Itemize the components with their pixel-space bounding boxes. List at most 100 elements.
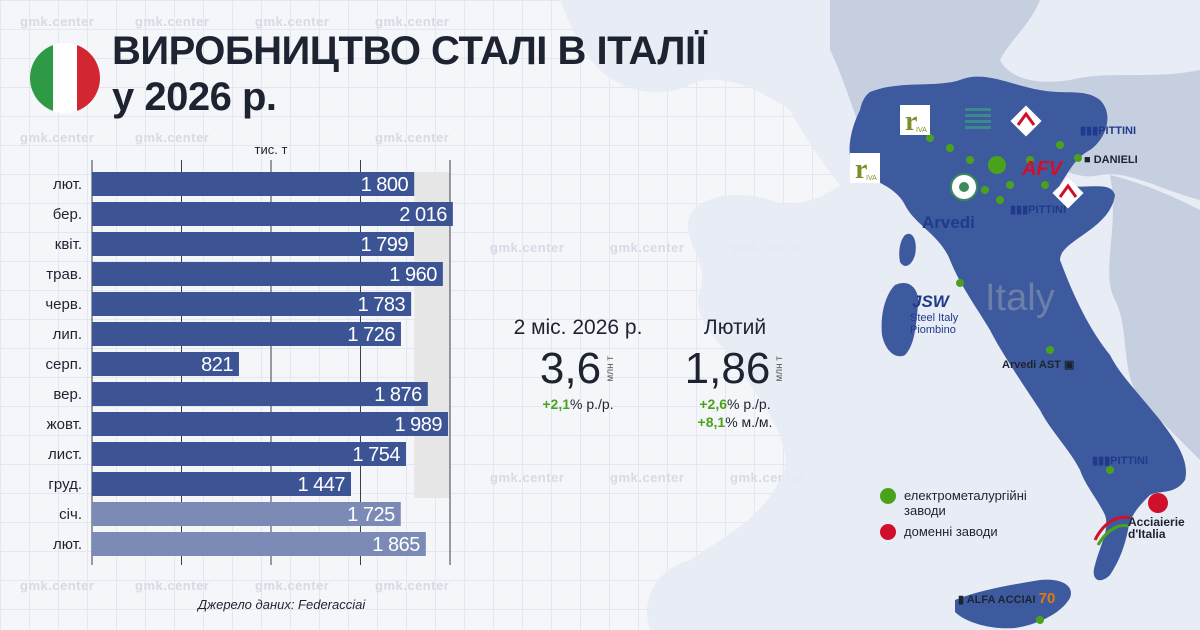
watermark: gmk.center (610, 470, 685, 485)
chart-bar (92, 442, 406, 466)
plant-label: AFV (1022, 158, 1062, 180)
chart-bar (92, 412, 449, 436)
chart-category-label: черв. (45, 296, 82, 313)
plant-label: ▮ ALFA ACCIAI 70 (958, 590, 1056, 607)
chart-category-label: серп. (46, 356, 82, 373)
chart-category-label: лип. (53, 326, 82, 343)
chart-category-label: жовт. (47, 416, 82, 433)
chart-category-label: лют. (53, 536, 82, 553)
chart-unit-label: тис. т (255, 142, 288, 157)
chart-category-label: бер. (53, 206, 82, 223)
chart-bar (92, 262, 443, 286)
chart-category-label: лют. (53, 176, 82, 193)
chart-value-label: 1 726 (347, 324, 395, 346)
plant-label: ■ DANIELI (1084, 154, 1138, 166)
watermark: gmk.center (135, 578, 210, 593)
watermark: gmk.center (490, 470, 565, 485)
chart-value-label: 1 799 (360, 234, 408, 256)
legend-bf-dot (880, 524, 896, 540)
bf-plant-dot (1148, 493, 1168, 513)
svg-text:IVA: IVA (866, 175, 877, 182)
arvedi-emblem (950, 173, 978, 201)
plant-label: Steel Italy (910, 312, 959, 324)
chart-bar (92, 532, 426, 556)
sicily (955, 579, 1071, 629)
chart-bar (92, 352, 239, 376)
page-title: ВИРОБНИЦТВО СТАЛІ В ІТАЛІЇ у 2026 р. (112, 28, 707, 120)
data-source: Джерело даних: Federacciai (198, 597, 366, 612)
watermark: gmk.center (20, 130, 95, 145)
chart-value-label: 1 960 (389, 264, 437, 286)
chart-value-label: 1 800 (361, 174, 409, 196)
italy-mainland (849, 76, 1186, 581)
chart-bar (92, 232, 415, 256)
eaf-plant-dots (926, 134, 1114, 624)
riva-logo: r IVA (900, 105, 930, 137)
chart-value-label: 1 865 (372, 534, 420, 556)
watermark: gmk.center (135, 130, 210, 145)
legend-eaf-label: електрометалургійні заводи (904, 488, 1027, 518)
plant-label: ▮▮▮PITTINI (1080, 125, 1137, 137)
chart-value-label: 1 754 (352, 444, 400, 466)
chart-bar (92, 382, 428, 406)
riva-logo: r IVA (850, 153, 880, 185)
title-line-2: у 2026 р. (112, 75, 277, 119)
plant-label: Arvedi AST ▣ (1002, 359, 1075, 371)
watermark: gmk.center (135, 14, 210, 29)
chart-value-label: 821 (201, 354, 233, 376)
plant-label: Acciaierie d'Italia (1128, 515, 1185, 541)
balkans-region (1109, 175, 1200, 460)
title-line-1: ВИРОБНИЦТВО СТАЛІ В ІТАЛІЇ (112, 29, 707, 73)
watermark: gmk.center (490, 240, 565, 255)
watermark: gmk.center (375, 14, 450, 29)
chart-category-label: січ. (59, 506, 82, 523)
chart-value-label: 1 725 (347, 504, 395, 526)
bar-chart: тис. т лют. 1 800 бер. 2 016 квіт. 1 799 трав. 1… (45, 142, 453, 565)
map-legend: електрометалургійні заводи доменні завод… (880, 488, 1034, 546)
stat-period-change: +2,1% р./р. (542, 396, 614, 412)
stripes-logo (965, 108, 991, 129)
legend-bf-label: доменні заводи (904, 524, 998, 539)
plant-label: Arvedi (922, 213, 975, 232)
watermark: gmk.center (375, 578, 450, 593)
sardinia (881, 282, 919, 357)
stat-month: Лютий 1,86 млн т +2,6% р./р. +8,1% м./м. (670, 316, 800, 430)
corsica (899, 233, 916, 266)
chart-bar (92, 472, 352, 496)
acciaierie-swoosh (1093, 515, 1131, 541)
watermark: gmk.center (255, 578, 330, 593)
stat-period-value: 3,6 (539, 344, 602, 393)
watermark: gmk.center (375, 130, 450, 145)
stat-period: 2 міс. 2026 р. 3,6 млн т +2,1% р./р. (488, 316, 668, 412)
chart-category-label: груд. (48, 476, 82, 493)
watermark: gmk.center (20, 578, 95, 593)
chart-value-label: 1 989 (394, 414, 442, 436)
stat-month-unit: млн т (774, 356, 786, 382)
svg-text:r: r (905, 106, 917, 137)
chart-category-label: квіт. (55, 236, 82, 253)
chart-category-label: лист. (48, 446, 82, 463)
watermark: gmk.center (610, 240, 685, 255)
stat-period-header: 2 міс. 2026 р. (513, 316, 643, 339)
chart-category-label: трав. (46, 266, 82, 283)
watermark: gmk.center (255, 14, 330, 29)
stat-month-header: Лютий (703, 316, 767, 339)
stat-month-value: 1,86 (684, 344, 771, 393)
stat-month-yoy: +2,6% р./р. (699, 396, 771, 412)
chart-bar (92, 172, 415, 196)
plant-label: ▮▮▮PITTINI (1092, 455, 1149, 467)
chart-category-label: вер. (53, 386, 82, 403)
chart-highlight-band (414, 172, 450, 498)
watermark: gmk.center (20, 14, 95, 29)
chart-bar (92, 202, 453, 226)
stat-period-unit: млн т (605, 356, 617, 382)
stat-month-mom: +8,1% м./м. (697, 414, 773, 430)
chart-value-label: 2 016 (399, 204, 447, 226)
legend-bf: доменні заводи (880, 524, 1034, 540)
country-label: Italy (985, 277, 1055, 319)
chart-bar (92, 322, 401, 346)
chart-value-label: 1 447 (297, 474, 345, 496)
plant-label: ▮▮▮PITTINI (1010, 204, 1067, 216)
chart-value-label: 1 783 (358, 294, 406, 316)
